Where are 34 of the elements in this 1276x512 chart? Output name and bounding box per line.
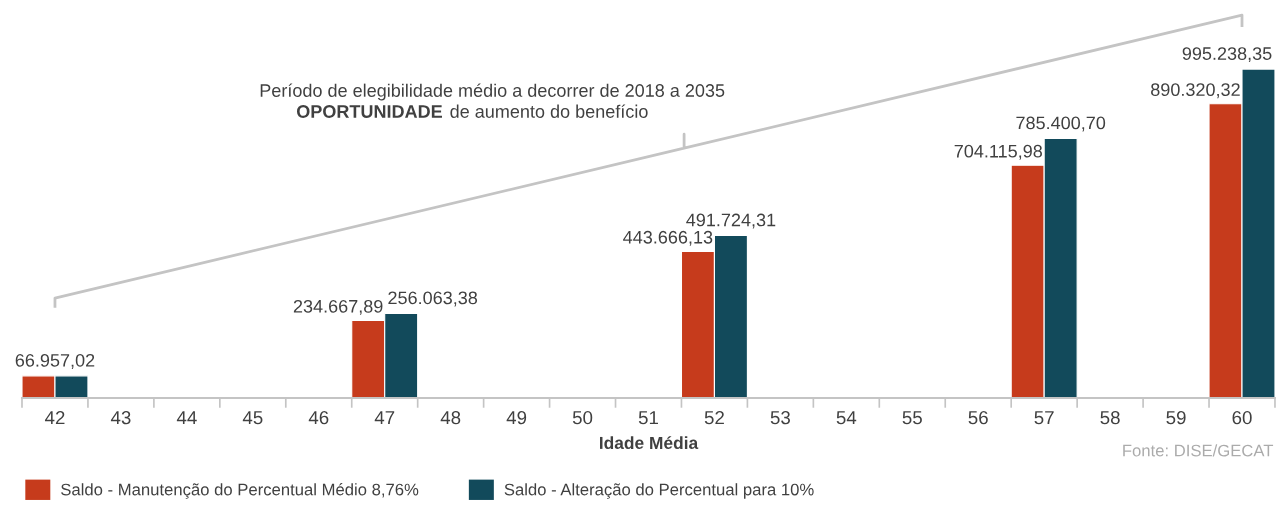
- data-label: 704.115,98: [954, 144, 1042, 160]
- annotation: Período de elegibilidade médio a decorrer de 2018 a 2035: [260, 83, 725, 101]
- legend-label: Saldo - Alteração do Percentual para 10%: [504, 483, 814, 499]
- x-tick-label: 60: [1232, 411, 1252, 425]
- x-tick-label: 53: [770, 411, 790, 425]
- x-tick-label: 59: [1166, 411, 1186, 425]
- data-label: 995.238,35: [1182, 47, 1272, 63]
- x-tick-label: 58: [1100, 411, 1120, 425]
- x-tick-label: 51: [638, 411, 658, 425]
- annotation: OPORTUNIDADE de aumento do benefício: [296, 104, 648, 118]
- x-tick-label: 43: [110, 411, 131, 425]
- x-tick-label: 56: [968, 411, 988, 425]
- x-tick-label: 54: [836, 411, 857, 425]
- source-note: Fonte: DISE/GECAT: [1123, 444, 1274, 457]
- data-label: 785.400,70: [1016, 116, 1106, 132]
- x-tick-label: 46: [308, 411, 329, 425]
- data-label: 234.667,89: [293, 299, 383, 315]
- data-label: 66.957,02: [15, 353, 95, 369]
- x-tick-label: 57: [1034, 411, 1054, 425]
- x-tick-label: 49: [506, 411, 527, 425]
- data-label: 443.666,13: [623, 230, 713, 246]
- data-label: 256.063,38: [388, 291, 478, 307]
- x-tick-label: 47: [374, 411, 395, 425]
- legend-label: Saldo - Manutenção do Percentual Médio 8,76%: [61, 483, 419, 499]
- x-tick-label: 50: [572, 411, 593, 425]
- x-tick-label: 48: [440, 411, 461, 425]
- x-tick-label: 42: [44, 411, 65, 425]
- x-tick-label: 44: [176, 411, 197, 425]
- data-label: 890.320,32: [1151, 83, 1240, 99]
- data-label: 491.724,31: [686, 213, 776, 229]
- x-axis-title: Idade Média: [599, 436, 699, 450]
- x-tick-label: 55: [902, 411, 922, 425]
- x-tick-label: 52: [704, 411, 724, 425]
- x-tick-label: 45: [242, 411, 263, 425]
